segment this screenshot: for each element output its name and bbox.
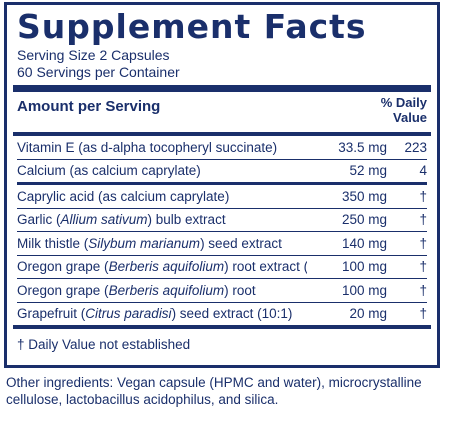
nutrient-name: Garlic (Allium sativum) bulb extract (17, 212, 226, 228)
daily-value-header: % Daily Value (355, 95, 427, 125)
nutrient-row: Garlic (Allium sativum) bulb extract 250… (17, 209, 427, 232)
supplement-facts-panel: Supplement Facts Serving Size 2 Capsules… (4, 2, 440, 368)
thick-divider (13, 85, 431, 92)
daily-value-footnote: † Daily Value not established (17, 337, 191, 352)
nutrient-row: Vitamin E (as d-alpha tocopheryl succina… (17, 136, 427, 160)
nutrient-daily-value: 223 (404, 139, 427, 155)
nutrient-daily-value: † (419, 306, 427, 322)
nutrient-daily-value: † (419, 212, 427, 228)
nutrient-name: Milk thistle (Silybum marianum) seed ext… (17, 235, 282, 251)
nutrient-amount: 350 mg (341, 188, 387, 204)
nutrient-row: Milk thistle (Silybum marianum) seed ext… (17, 232, 427, 256)
nutrient-name: Vitamin E (as d-alpha tocopheryl succina… (17, 139, 278, 155)
nutrient-name: Oregon grape (Berberis aquifolium) root (17, 282, 256, 298)
nutrient-row: Oregon grape (Berberis aquifolium) root … (17, 256, 427, 279)
nutrient-name: Grapefruit (Citrus paradisi) seed extrac… (17, 306, 293, 322)
nutrient-row: Calcium (as calcium caprylate) 52 mg 4 (17, 160, 427, 185)
nutrient-amount: 33.5 mg (338, 139, 387, 155)
nutrient-amount: 100 mg (341, 282, 387, 298)
nutrient-row: Oregon grape (Berberis aquifolium) root … (17, 279, 427, 303)
nutrient-name: Caprylic acid (as calcium caprylate) (17, 188, 230, 204)
bottom-divider (13, 325, 431, 329)
nutrient-row: Caprylic acid (as calcium caprylate) 350… (17, 185, 427, 209)
daily-value-label-line1: % Daily (380, 95, 427, 110)
nutrient-daily-value: † (419, 259, 427, 275)
nutrient-name: Calcium (as calcium caprylate) (17, 163, 201, 179)
nutrient-amount: 140 mg (341, 235, 387, 251)
column-header: Amount per Serving % Daily Value (17, 95, 427, 131)
nutrient-amount: 52 mg (349, 163, 387, 179)
other-ingredients: Other ingredients: Vegan capsule (HPMC a… (6, 375, 422, 407)
nutrient-amount: 250 mg (341, 212, 387, 228)
nutrient-daily-value: † (419, 282, 427, 298)
nutrient-daily-value: † (419, 188, 427, 204)
nutrient-name: Oregon grape (Berberis aquifolium) root … (17, 259, 307, 275)
panel-title: Supplement Facts (17, 7, 367, 46)
servings-per-container: 60 Servings per Container (17, 64, 180, 80)
daily-value-label-line2: Value (393, 110, 427, 125)
nutrient-daily-value: 4 (419, 163, 427, 179)
amount-per-serving-label: Amount per Serving (17, 98, 161, 115)
serving-size: Serving Size 2 Capsules (17, 47, 170, 63)
nutrient-daily-value: † (419, 235, 427, 251)
header-divider (13, 132, 431, 136)
nutrient-row: Grapefruit (Citrus paradisi) seed extrac… (17, 303, 427, 326)
nutrient-amount: 100 mg (341, 259, 387, 275)
nutrient-amount: 20 mg (349, 306, 387, 322)
